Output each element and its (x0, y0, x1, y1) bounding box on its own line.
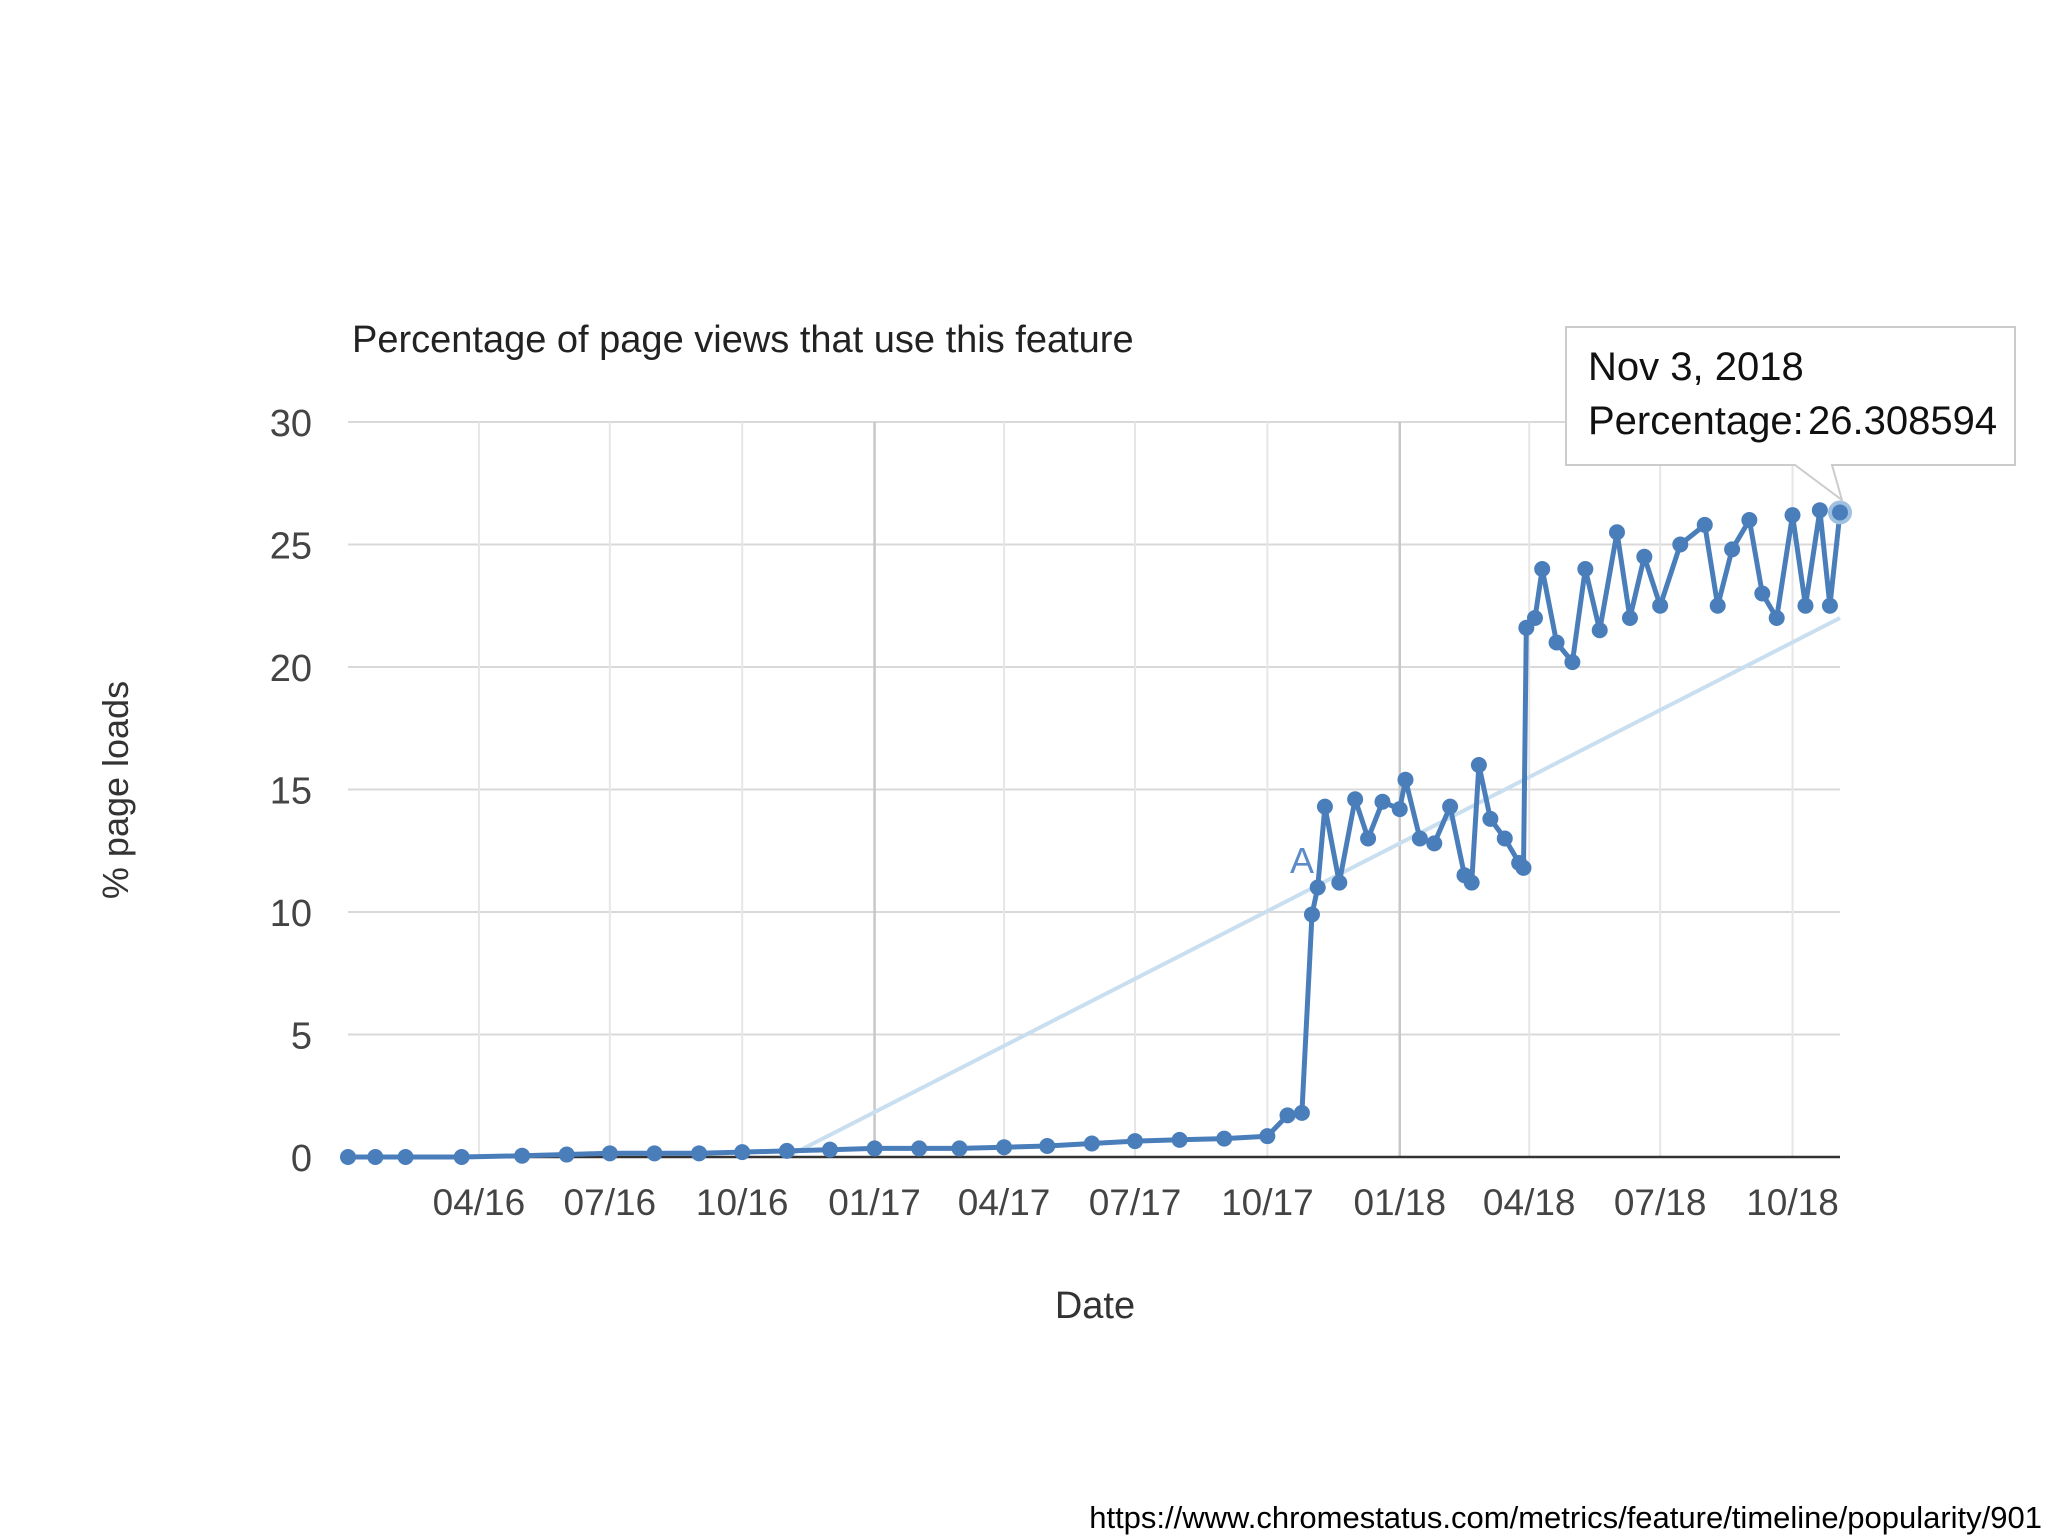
data-point (1463, 874, 1480, 891)
data-point (1526, 610, 1543, 626)
data-point (1811, 502, 1828, 519)
data-point (1391, 801, 1408, 818)
x-tick-label: 07/16 (564, 1182, 657, 1223)
data-point (1279, 1107, 1296, 1124)
series-line (348, 507, 1843, 1160)
y-tick-label: 20 (270, 648, 312, 690)
data-point (1672, 536, 1689, 553)
data-point (951, 1140, 968, 1157)
axes: 0 5 10 15 20 25 30 04/16 07/16 10/16 01/17 04/17 07/… (270, 403, 1840, 1223)
grid (348, 421, 1840, 1157)
x-tick-label: 07/17 (1089, 1182, 1182, 1223)
data-point (1577, 561, 1594, 577)
data-point (734, 1144, 751, 1161)
data-point (1360, 830, 1377, 847)
data-point (1564, 654, 1581, 671)
data-point (646, 1145, 663, 1162)
tooltip-label: Percentage: (1588, 399, 1804, 443)
data-point (1347, 791, 1364, 808)
data-point (1316, 798, 1333, 815)
data-point (1768, 610, 1785, 626)
chart-title: Percentage of page views that use this f… (352, 319, 1134, 361)
data-point (1374, 793, 1391, 810)
data-point (1754, 585, 1771, 602)
tooltip-value: 26.308594 (1808, 399, 1997, 443)
x-tick-label: 10/16 (696, 1182, 789, 1223)
y-tick-label: 30 (270, 403, 312, 445)
data-point (1696, 516, 1713, 533)
source-link[interactable]: https://www.chromestatus.com/metrics/fea… (1089, 1500, 2042, 1535)
data-point (1309, 879, 1326, 896)
y-axis-label: % page loads (95, 681, 136, 899)
data-point (1608, 524, 1625, 541)
x-tick-label: 07/18 (1614, 1182, 1707, 1223)
data-point (367, 1149, 384, 1165)
data-point (1515, 859, 1532, 876)
y-tick-label: 10 (270, 893, 312, 935)
x-tick-label: 10/17 (1221, 1182, 1314, 1223)
data-point (1709, 597, 1726, 614)
data-point (1621, 610, 1638, 626)
data-point (453, 1149, 470, 1165)
annotation-label: A (1290, 840, 1314, 881)
data-point (996, 1139, 1013, 1156)
data-point (1797, 597, 1814, 614)
x-tick-label: 04/18 (1483, 1182, 1576, 1223)
data-point (1496, 830, 1513, 847)
data-point (866, 1140, 883, 1157)
data-point (1171, 1131, 1188, 1148)
data-point (1821, 597, 1838, 614)
data-point (1127, 1133, 1144, 1150)
data-point (1216, 1130, 1233, 1147)
data-point (397, 1149, 414, 1165)
tooltip-date: Nov 3, 2018 (1588, 345, 1804, 389)
annotations: A (1290, 840, 1314, 881)
data-point (1426, 835, 1443, 852)
data-point (340, 1149, 356, 1165)
data-point (1442, 798, 1459, 815)
data-point (1083, 1135, 1100, 1152)
tooltip: Nov 3, 2018 Percentage: 26.308594 (1565, 326, 2016, 503)
data-point (1534, 561, 1551, 577)
data-point (1303, 906, 1320, 923)
data-point (691, 1145, 708, 1162)
y-tick-label: 15 (270, 771, 312, 813)
data-point (1652, 597, 1669, 614)
data-point (1293, 1104, 1310, 1121)
data-point (1397, 771, 1414, 788)
y-tick-label: 25 (270, 526, 312, 568)
data-point (514, 1147, 531, 1164)
tooltip-box (1565, 326, 2016, 503)
data-point (1039, 1137, 1056, 1154)
data-point (1470, 757, 1487, 773)
data-point (1724, 541, 1741, 558)
data-point (1741, 512, 1758, 528)
x-tick-label: 01/17 (828, 1182, 921, 1223)
x-tick-label: 04/17 (958, 1182, 1051, 1223)
data-point (558, 1146, 575, 1163)
data-point (1591, 622, 1608, 639)
data-point (1259, 1128, 1276, 1145)
data-point (1828, 500, 1852, 525)
y-tick-label: 0 (291, 1138, 312, 1180)
x-tick-label: 10/18 (1746, 1182, 1839, 1223)
data-point (821, 1141, 838, 1158)
data-point (1548, 634, 1565, 651)
y-tick-label: 5 (291, 1016, 312, 1058)
data-point (1636, 548, 1653, 565)
data-point (911, 1140, 928, 1157)
series-group (340, 500, 1852, 1165)
x-tick-label: 04/16 (433, 1182, 526, 1223)
x-axis-label: Date (1055, 1285, 1135, 1327)
data-point (1411, 830, 1428, 847)
data-point (1482, 810, 1499, 827)
x-tick-label: 01/18 (1353, 1182, 1446, 1223)
data-point (601, 1145, 618, 1162)
data-point (1784, 507, 1801, 524)
data-point (778, 1142, 795, 1159)
data-point (1331, 874, 1348, 891)
